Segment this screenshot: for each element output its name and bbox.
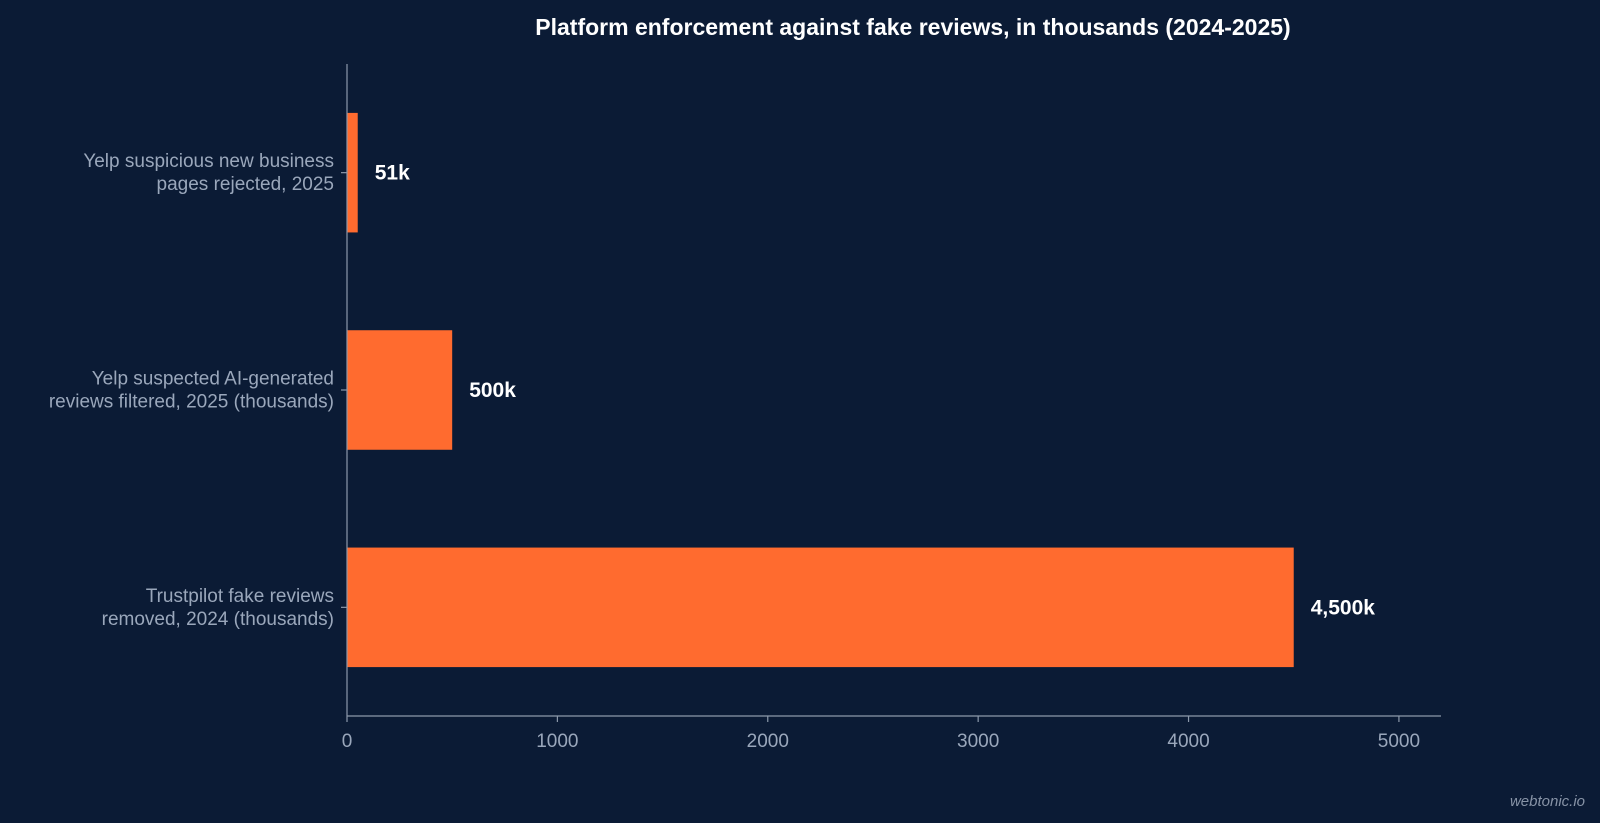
watermark-text: webtonic.io xyxy=(1510,793,1585,810)
category-label-2-line-1: removed, 2024 (thousands) xyxy=(102,609,334,630)
category-label-1-line-1: reviews filtered, 2025 (thousands) xyxy=(49,392,334,413)
x-tick-label-4: 4000 xyxy=(1167,731,1209,752)
category-label-0: Yelp suspicious new business pages reject… xyxy=(83,151,334,195)
category-label-0-line-0: Yelp suspicious new business xyxy=(83,151,334,172)
category-label-1: Yelp suspected AI-generated reviews filte… xyxy=(49,369,334,413)
axes-layer: Yelp suspicious new business pages reject… xyxy=(49,64,1441,752)
bar-1 xyxy=(347,330,453,450)
x-tick-label-2: 2000 xyxy=(747,731,789,752)
category-label-2-line-0: Trustpilot fake reviews xyxy=(146,586,334,607)
x-tick-label-0: 0 xyxy=(342,731,353,752)
value-label-0: 51k xyxy=(375,162,410,185)
chart-title: Platform enforcement against fake review… xyxy=(535,14,1290,40)
bars-layer: 51k 500k 4,500k xyxy=(347,112,1376,668)
category-label-1-line-0: Yelp suspected AI-generated xyxy=(92,369,334,390)
value-label-2: 4,500k xyxy=(1311,596,1376,619)
category-label-2: Trustpilot fake reviews removed, 2024 (th… xyxy=(102,586,334,630)
bar-2 xyxy=(347,547,1294,668)
x-tick-label-1: 1000 xyxy=(536,731,578,752)
bar-0 xyxy=(347,112,358,233)
x-tick-label-3: 3000 xyxy=(957,731,999,752)
value-label-1: 500k xyxy=(469,379,516,402)
x-tick-label-5: 5000 xyxy=(1378,731,1420,752)
category-label-0-line-1: pages rejected, 2025 xyxy=(157,174,334,195)
